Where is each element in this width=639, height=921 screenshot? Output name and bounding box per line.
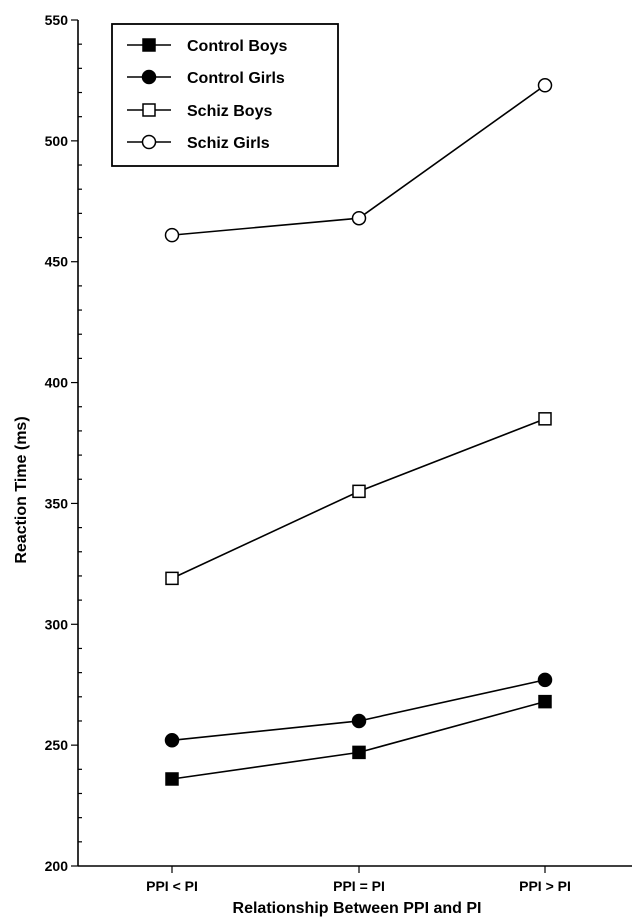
data-point [538, 412, 552, 426]
y-tick-label: 350 [45, 495, 69, 511]
series-layer [164, 78, 553, 786]
y-axis-title: Reaction Time (ms) [13, 416, 30, 563]
legend-marker [142, 38, 156, 52]
legend-label: Control Boys [187, 38, 288, 55]
series-line [171, 418, 546, 580]
data-point [537, 672, 553, 688]
series-line [171, 700, 546, 780]
legend-label: Schiz Girls [187, 135, 270, 152]
legend-label: Control Girls [187, 70, 285, 87]
y-tick-label: 550 [45, 12, 69, 28]
data-point [351, 713, 367, 729]
data-point [165, 571, 179, 586]
data-point [164, 227, 180, 243]
x-tick-label: PPI > PI [519, 878, 571, 894]
y-tick-label: 500 [45, 133, 69, 149]
x-tick-label: PPI = PI [333, 878, 385, 894]
legend-label: Schiz Boys [187, 103, 272, 120]
y-tick-label: 200 [45, 858, 69, 874]
y-tick-label: 250 [45, 737, 69, 753]
data-point [351, 210, 367, 226]
legend-marker [142, 103, 156, 117]
legend: Control Boys Control Girls Schiz Boys Schiz… [111, 23, 339, 167]
series-line [171, 679, 546, 742]
series-control-boys [165, 694, 552, 786]
series-schiz-girls [164, 78, 553, 243]
data-point [352, 745, 366, 760]
series-schiz-boys [165, 412, 552, 586]
legend-marker [141, 69, 157, 85]
y-tick-label: 400 [45, 375, 69, 391]
y-tick-label: 450 [45, 254, 69, 270]
data-point [538, 694, 552, 709]
data-point [352, 484, 366, 499]
data-point [537, 78, 553, 93]
x-tick-label: PPI < PI [146, 878, 198, 894]
x-axis-title: Relationship Between PPI and PI [233, 900, 482, 917]
series-control-girls [164, 672, 553, 748]
y-tick-label: 300 [45, 616, 69, 632]
data-point [164, 733, 180, 748]
data-point [165, 772, 179, 786]
axes: 200 250 300 350 400 450 500 550 PPI < PI PPI = PI… [45, 12, 632, 894]
legend-marker [141, 134, 157, 150]
